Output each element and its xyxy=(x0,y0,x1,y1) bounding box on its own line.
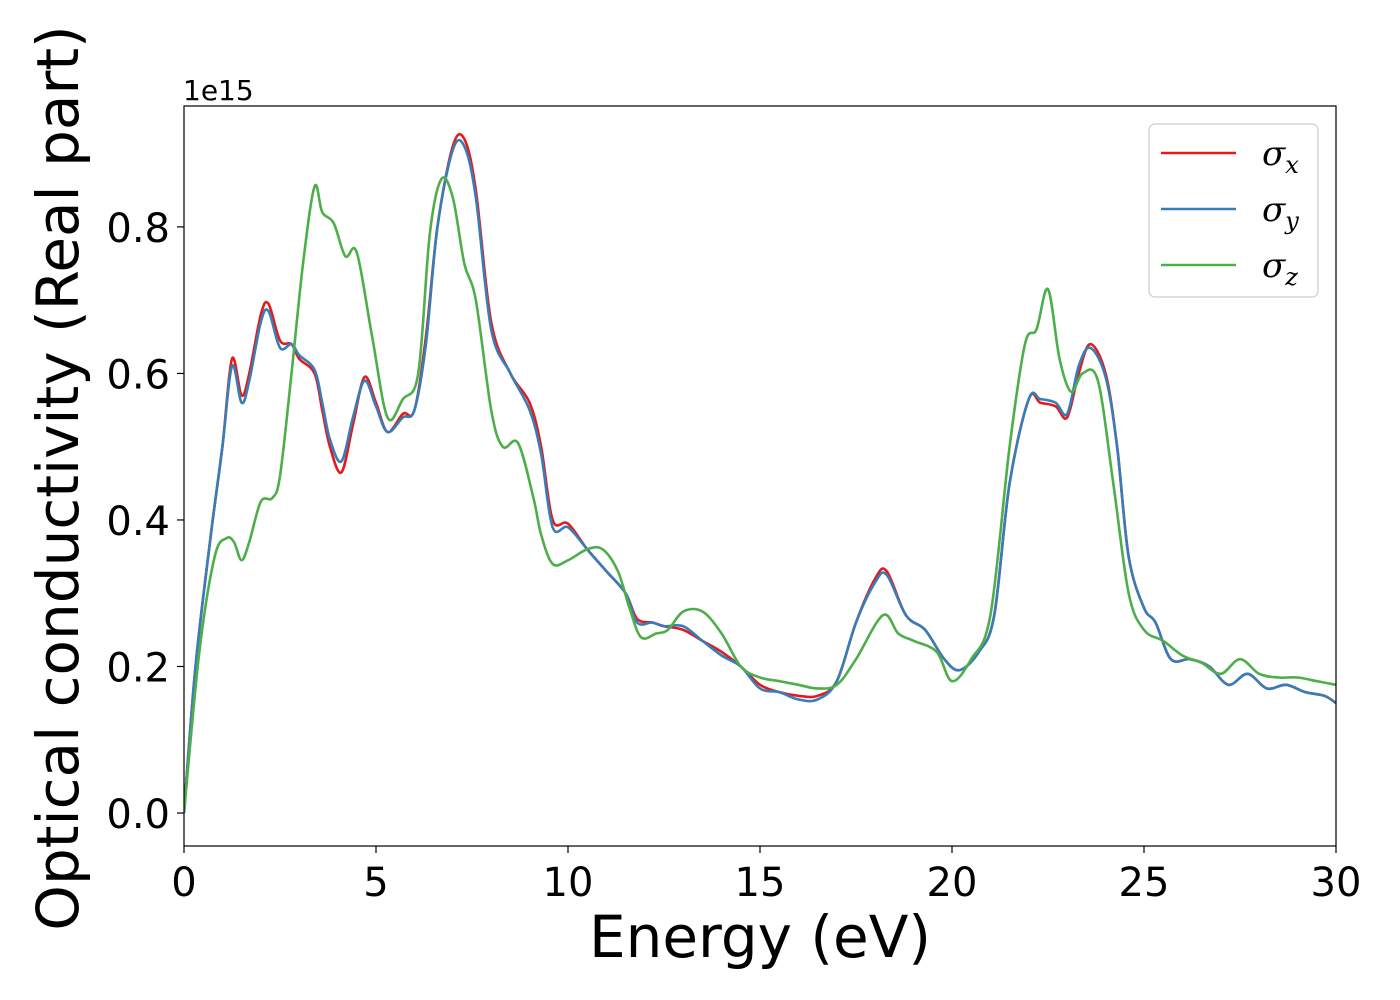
x-tick-label: 5 xyxy=(363,860,388,906)
x-tick-label: 0 xyxy=(171,860,196,906)
series-layer xyxy=(184,132,1336,814)
y-tick-label: 0.0 xyxy=(106,792,170,838)
x-tick-label: 25 xyxy=(1119,860,1170,906)
y-offset-label: 1e15 xyxy=(183,74,254,107)
series-line-sigma-z xyxy=(184,176,1336,814)
y-tick-label: 0.2 xyxy=(106,645,170,691)
x-tick-label: 30 xyxy=(1311,860,1362,906)
x-tick-label: 20 xyxy=(927,860,978,906)
x-axis: 0 5 10 15 20 25 30 xyxy=(171,846,1361,906)
series-line-sigma-y xyxy=(184,138,1336,814)
y-tick-label: 0.8 xyxy=(106,206,170,252)
x-axis-title: Energy (eV) xyxy=(589,903,931,971)
legend-box xyxy=(1148,123,1319,298)
y-tick-label: 0.4 xyxy=(106,499,170,545)
y-axis-title: Optical conductivity (Real part) xyxy=(24,25,92,930)
y-tick-label: 0.6 xyxy=(106,352,170,398)
legend-label-sigma-x: σx xyxy=(1262,134,1299,179)
x-tick-label: 15 xyxy=(735,860,786,906)
y-axis: 0.0 0.2 0.4 0.6 0.8 xyxy=(106,206,184,838)
x-tick-label: 10 xyxy=(543,860,594,906)
